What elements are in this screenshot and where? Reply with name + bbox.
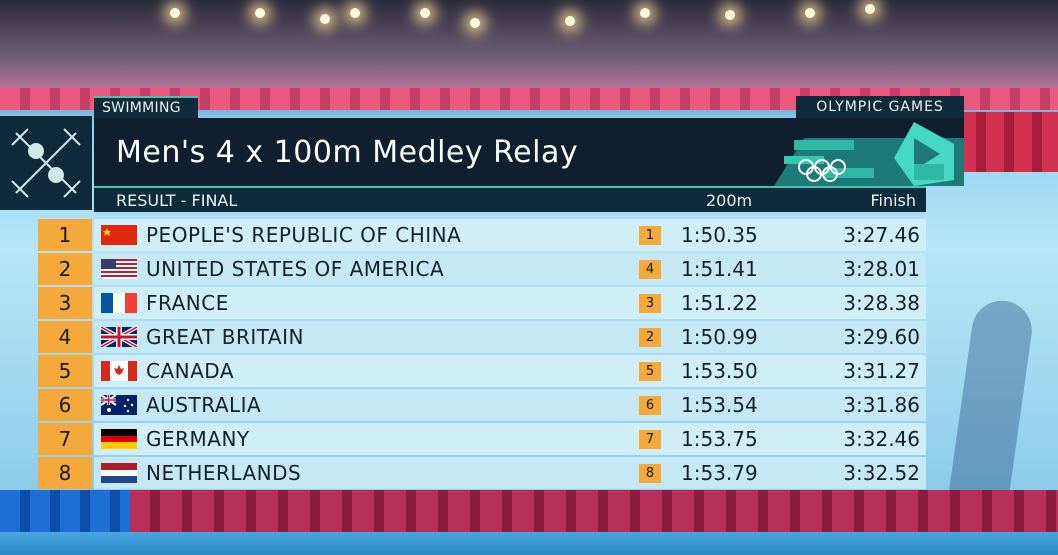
split-time: 1:53.50: [681, 359, 758, 383]
arena-lights: [0, 0, 1058, 95]
finish-time: 3:27.46: [843, 223, 920, 247]
result-stage-label: RESULT - FINAL: [116, 191, 238, 210]
paris-logo-panel: [764, 118, 964, 186]
split-time: 1:53.75: [681, 427, 758, 451]
finish-time: 3:31.86: [843, 393, 920, 417]
country-name: NETHERLANDS: [146, 461, 302, 485]
table-row: 7 GERMANY 7 1:53.75 3:32.46: [38, 423, 926, 455]
split-rank-badge: 7: [639, 430, 661, 449]
split-rank-badge: 2: [639, 328, 661, 347]
country-name: GERMANY: [146, 427, 250, 451]
finish-time: 3:31.27: [843, 359, 920, 383]
finish-time: 3:32.46: [843, 427, 920, 451]
rank-badge: 8: [38, 457, 92, 489]
country-name: PEOPLE'S REPUBLIC OF CHINA: [146, 223, 462, 247]
split-time: 1:53.79: [681, 461, 758, 485]
flag-canada-icon: [101, 361, 137, 381]
rank-badge: 7: [38, 423, 92, 455]
sport-label: SWIMMING: [94, 96, 198, 118]
table-row: 2 UNITED STATES OF AMERICA 4 1:51.41 3:2…: [38, 253, 926, 285]
flag-germany-icon: [101, 429, 137, 449]
split-time: 1:50.99: [681, 325, 758, 349]
table-row: 8 NETHERLANDS 8 1:53.79 3:32.52: [38, 457, 926, 489]
results-header: RESULT - FINAL 200m Finish: [94, 186, 926, 212]
flag-china-icon: [101, 225, 137, 245]
split-column-header: 200m: [706, 191, 753, 210]
lane-rope-bottom-blue: [0, 490, 130, 532]
finish-time: 3:32.52: [843, 461, 920, 485]
country-name: CANADA: [146, 359, 235, 383]
pool-water: [0, 532, 1058, 555]
country-name: AUSTRALIA: [146, 393, 262, 417]
lane-rope-top: [0, 88, 1058, 110]
country-name: UNITED STATES OF AMERICA: [146, 257, 445, 281]
table-row: 4 GREAT BRITAIN 2 1:50.99 3:29.60: [38, 321, 926, 353]
split-rank-badge: 3: [639, 294, 661, 313]
rank-badge: 5: [38, 355, 92, 387]
rank-badge: 6: [38, 389, 92, 421]
rank-badge: 4: [38, 321, 92, 353]
split-rank-badge: 1: [639, 226, 661, 245]
split-time: 1:51.41: [681, 257, 758, 281]
rank-badge: 2: [38, 253, 92, 285]
flag-australia-icon: [101, 395, 137, 415]
table-row: 5 CANADA 5 1:53.50 3:31.27: [38, 355, 926, 387]
split-time: 1:53.54: [681, 393, 758, 417]
split-time: 1:50.35: [681, 223, 758, 247]
split-rank-badge: 8: [639, 464, 661, 483]
table-row: 1 PEOPLE'S REPUBLIC OF CHINA 1 1:50.35 3…: [38, 219, 926, 251]
flag-usa-icon: [101, 259, 137, 279]
country-name: FRANCE: [146, 291, 229, 315]
olympic-games-label: OLYMPIC GAMES: [796, 96, 964, 118]
finish-column-header: Finish: [870, 191, 916, 210]
rank-badge: 1: [38, 219, 92, 251]
split-rank-badge: 4: [639, 260, 661, 279]
flag-netherlands-icon: [101, 463, 137, 483]
country-name: GREAT BRITAIN: [146, 325, 304, 349]
finish-time: 3:29.60: [843, 325, 920, 349]
split-rank-badge: 6: [639, 396, 661, 415]
event-title: Men's 4 x 100m Medley Relay: [94, 118, 784, 186]
flag-france-icon: [101, 293, 137, 313]
lane-rope-bottom: [0, 490, 1058, 532]
finish-time: 3:28.01: [843, 257, 920, 281]
olympic-rings-icon: [798, 159, 846, 182]
split-time: 1:51.22: [681, 291, 758, 315]
table-row: 3 FRANCE 3 1:51.22 3:28.38: [38, 287, 926, 319]
rank-badge: 3: [38, 287, 92, 319]
swimming-pictogram-icon: [0, 116, 92, 210]
split-rank-badge: 5: [639, 362, 661, 381]
flag-great-britain-icon: [101, 327, 137, 347]
table-row: 6 AUSTRALIA 6 1:53.54 3:31.86: [38, 389, 926, 421]
finish-time: 3:28.38: [843, 291, 920, 315]
